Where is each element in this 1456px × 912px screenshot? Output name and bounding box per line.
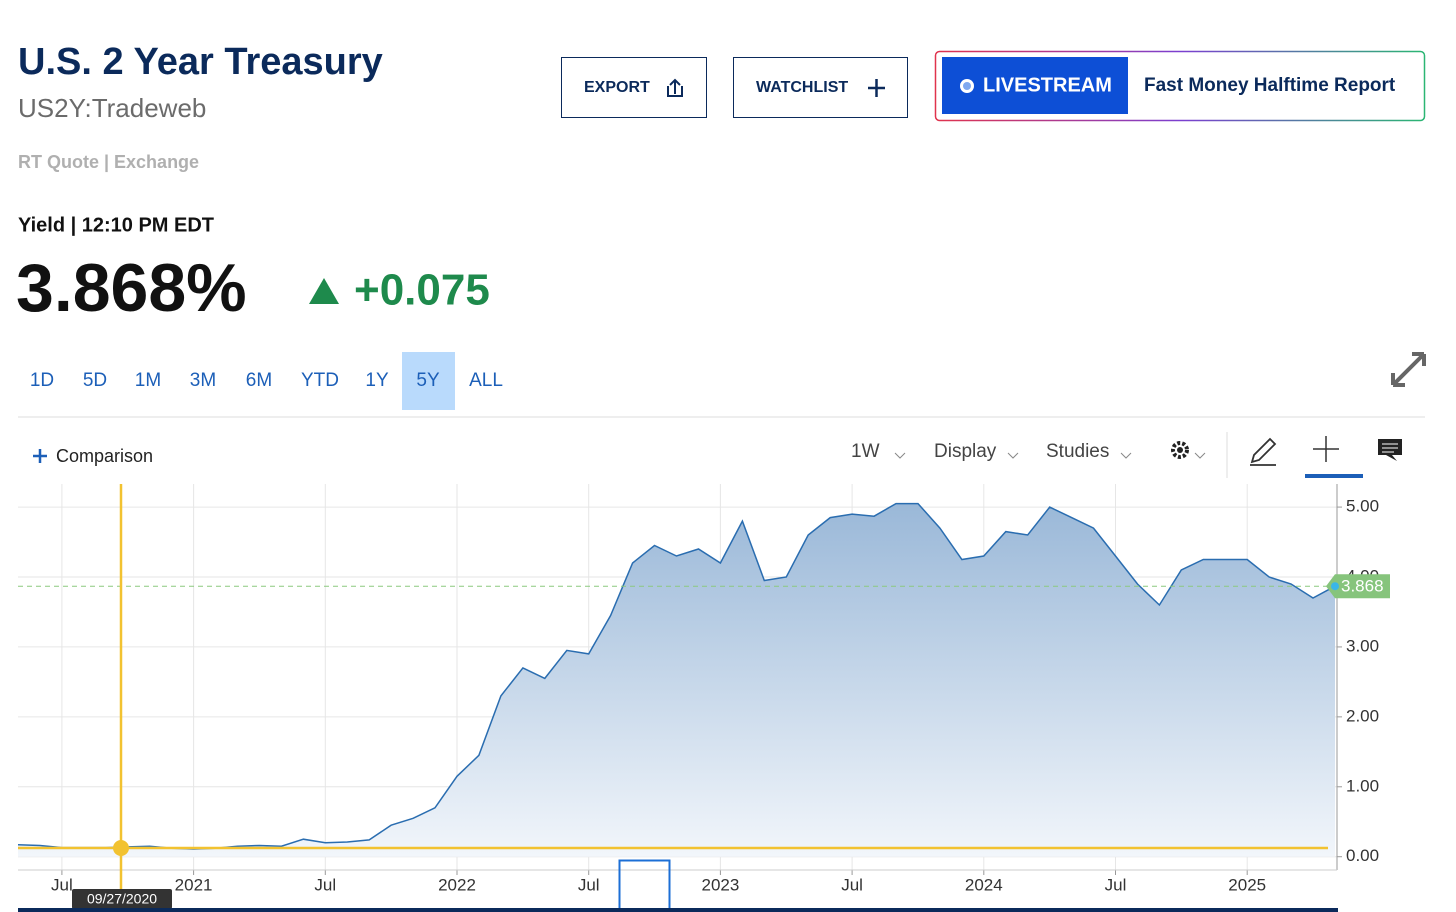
crosshair-label-box xyxy=(72,889,172,909)
chart: 0.001.002.003.004.005.00Jul2021Jul2022Ju… xyxy=(17,484,1390,909)
comment-icon[interactable] xyxy=(1378,439,1402,461)
y-tick-label: 3.00 xyxy=(1346,636,1379,655)
x-tick-label: 2025 xyxy=(1228,875,1266,894)
livestream-label: LIVESTREAM xyxy=(983,74,1112,96)
crosshair-icon[interactable] xyxy=(1313,436,1339,462)
export-icon xyxy=(667,78,683,97)
chevron xyxy=(1120,452,1132,459)
range-tab[interactable]: ALL xyxy=(469,370,503,391)
crosshair-label: 09/27/2020 xyxy=(87,891,157,907)
x-tick-label: Jul xyxy=(841,875,863,894)
display[interactable]: Display xyxy=(934,441,997,462)
expand-icon[interactable] xyxy=(1391,352,1426,387)
x-tick-label: 2024 xyxy=(965,875,1003,894)
chevron xyxy=(894,452,906,459)
active-underline xyxy=(1305,474,1363,478)
x-tick-label: 2023 xyxy=(701,875,739,894)
range-tabs: 1D 5D 1M 3M 6M YTD 1Y 5Y ALL xyxy=(30,352,503,410)
y-tick-label: 1.00 xyxy=(1346,776,1379,795)
range-tab[interactable]: YTD xyxy=(301,370,339,391)
price: 3.868% xyxy=(16,250,247,326)
range-tab[interactable]: 1M xyxy=(135,370,161,391)
x-tick-label: 2022 xyxy=(438,875,476,894)
gear-icon[interactable] xyxy=(1171,441,1189,459)
last-value-dot xyxy=(1331,582,1339,591)
yield-label: Yield | 12:10 PM EDT xyxy=(18,214,214,236)
range-tab[interactable]: 6M xyxy=(246,370,272,391)
x-tick-label: Jul xyxy=(578,875,600,894)
up-arrow xyxy=(309,278,339,304)
range-tab[interactable]: 5Y xyxy=(416,370,440,391)
range-tab[interactable]: 1D xyxy=(30,370,54,391)
line xyxy=(17,502,1336,850)
title: U.S. 2 Year Treasury xyxy=(18,41,383,83)
crosshair-dot xyxy=(113,840,129,856)
tab-selected xyxy=(402,352,455,410)
last-value-label: 3.868 xyxy=(1341,577,1384,596)
x-tick-label: Jul xyxy=(1105,875,1127,894)
chevron xyxy=(1194,452,1206,459)
x-tick-label: Jul xyxy=(314,875,336,894)
x-tick-label: 2021 xyxy=(175,875,213,894)
y-tick-label: 5.00 xyxy=(1346,497,1379,516)
navigator-bar xyxy=(18,908,1338,912)
interval[interactable]: 1W xyxy=(851,441,880,462)
symbol: US2Y:Tradeweb xyxy=(18,93,206,123)
range-tab[interactable]: 5D xyxy=(83,370,107,391)
range-tab[interactable]: 1Y xyxy=(365,370,389,391)
comparison[interactable]: Comparison xyxy=(56,446,153,466)
last-value-tag xyxy=(1326,574,1390,599)
y-tick-label: 2.00 xyxy=(1346,706,1379,725)
plus-icon xyxy=(868,79,885,97)
comparison-plus xyxy=(33,449,47,463)
pencil-icon[interactable] xyxy=(1250,437,1277,466)
watchlist-label: WATCHLIST xyxy=(756,79,848,96)
range-handle[interactable] xyxy=(618,859,671,912)
x-tick-label: Jul xyxy=(51,875,73,894)
studies[interactable]: Studies xyxy=(1046,441,1109,462)
y-tick-label: 0.00 xyxy=(1346,846,1379,865)
live-dot-inner xyxy=(963,82,971,90)
area xyxy=(18,503,1335,857)
gear-hub xyxy=(1177,447,1183,453)
range-tab[interactable]: 3M xyxy=(190,370,216,391)
chevron xyxy=(1007,452,1019,459)
change: +0.075 xyxy=(354,266,490,315)
export-label: EXPORT xyxy=(584,79,650,96)
comment-lines xyxy=(1382,443,1398,453)
show-name: Fast Money Halftime Report xyxy=(1144,75,1396,96)
quote-type: RT Quote | Exchange xyxy=(18,152,199,172)
